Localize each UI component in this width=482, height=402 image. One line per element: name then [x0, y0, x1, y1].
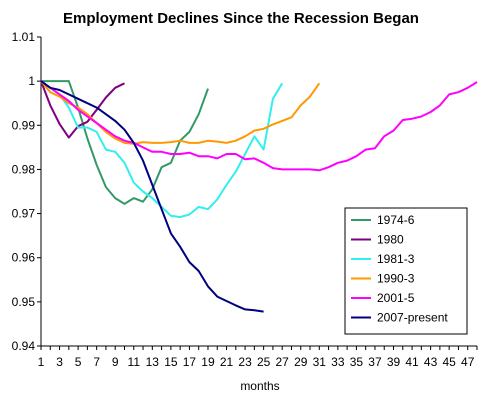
x-tick-label: 5: [75, 355, 82, 369]
y-tick-label: 0.96: [12, 251, 36, 265]
x-tick-label: 15: [164, 355, 178, 369]
legend-label: 1980: [377, 233, 404, 247]
series-layer: [40, 80, 478, 313]
x-tick-label: 43: [424, 355, 438, 369]
x-tick-label: 35: [350, 355, 364, 369]
x-axis: 1 3 5 7 9 11 13 15 17 19 21 23 25 27 29 31 33 35 37 39 41 43 4…: [38, 346, 478, 369]
series-line-1980: [40, 80, 125, 139]
x-tick-label: 19: [201, 355, 215, 369]
legend-label: 1974-6: [377, 213, 415, 227]
y-tick-label: 0.99: [12, 118, 36, 132]
y-tick-label: 0.95: [12, 295, 36, 309]
x-tick-label: 39: [387, 355, 401, 369]
x-tick-label: 13: [146, 355, 160, 369]
legend-label: 2007-present: [377, 311, 448, 325]
x-tick-label: 7: [93, 355, 100, 369]
x-tick-label: 17: [183, 355, 197, 369]
x-axis-label: months: [240, 379, 279, 393]
series-line-1990-3: [40, 80, 321, 145]
legend: 1974-6 1980 1981-3 1990-3 2001-5 2007-present: [344, 207, 468, 335]
y-tick-label: 0.94: [12, 339, 36, 353]
legend-label: 1990-3: [377, 272, 415, 286]
y-axis: 1.01 1 0.99 0.98 0.97 0.96 0.95 0.94: [12, 30, 41, 353]
series-line-2007-present: [40, 80, 264, 313]
x-tick-label: 9: [112, 355, 119, 369]
y-tick-label: 1: [28, 74, 35, 88]
x-tick-label: 1: [38, 355, 45, 369]
x-tick-label: 41: [405, 355, 419, 369]
series-line-2001-5: [40, 80, 478, 172]
x-tick-label: 3: [56, 355, 63, 369]
y-tick-label: 0.98: [12, 162, 36, 176]
x-tick-label: 23: [238, 355, 252, 369]
plot-area: [40, 37, 477, 347]
x-tick-label: 21: [220, 355, 234, 369]
series-line-1981-3: [40, 80, 284, 219]
y-tick-label: 1.01: [12, 30, 36, 44]
x-tick-label: 11: [128, 355, 141, 369]
x-tick-label: 47: [461, 355, 475, 369]
x-tick-label: 25: [257, 355, 271, 369]
legend-box: [344, 207, 468, 335]
x-tick-label: 31: [313, 355, 327, 369]
x-tick-label: 37: [368, 355, 382, 369]
y-tick-label: 0.97: [12, 207, 36, 221]
x-tick-label: 27: [276, 355, 290, 369]
x-tick-label: 29: [294, 355, 308, 369]
chart-title: Employment Declines Since the Recession …: [63, 10, 419, 27]
x-tick-label: 33: [331, 355, 345, 369]
legend-label: 1981-3: [377, 252, 415, 266]
legend-label: 2001-5: [377, 291, 415, 305]
x-tick-label: 45: [442, 355, 456, 369]
